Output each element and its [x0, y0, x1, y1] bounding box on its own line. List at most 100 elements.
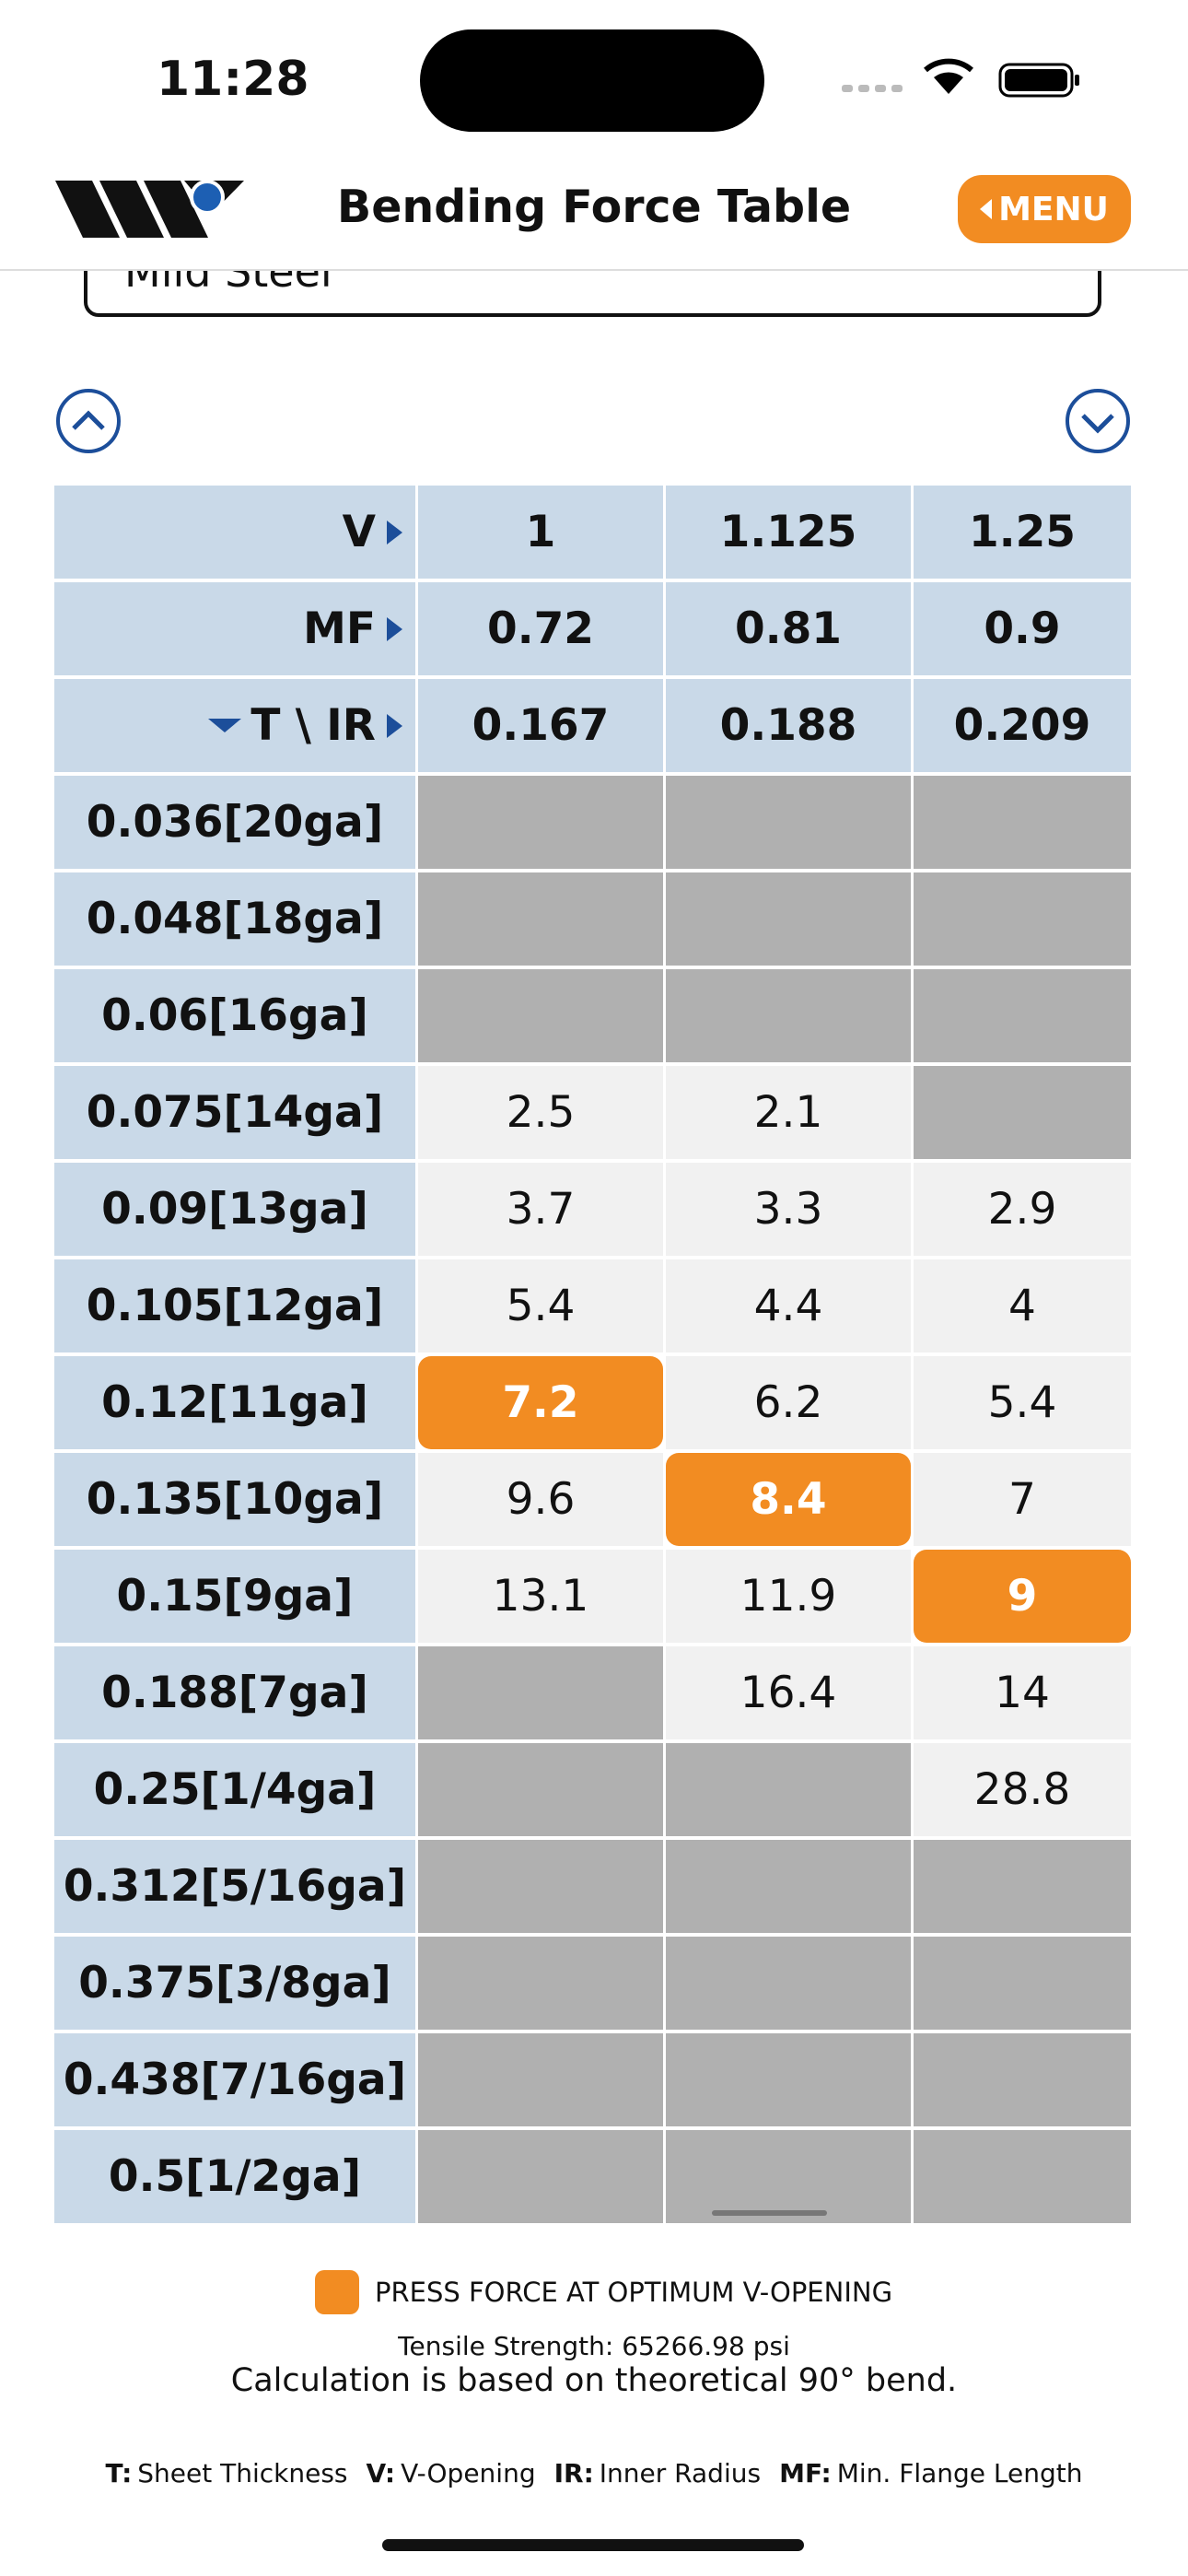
force-cell: 14: [914, 1646, 1131, 1739]
empty-cell: [418, 2033, 663, 2126]
header-row-label: T \ IR: [54, 679, 415, 772]
force-cell: 5.4: [914, 1356, 1131, 1449]
empty-cell: [666, 969, 911, 1062]
empty-cell: [914, 776, 1131, 869]
header-label-text: T \ IR: [250, 700, 376, 751]
empty-cell: [914, 2130, 1131, 2223]
definition-key: T:: [105, 2458, 133, 2488]
empty-cell: [418, 1840, 663, 1933]
header-row-label: V: [54, 486, 415, 579]
empty-cell: [914, 2033, 1131, 2126]
legend-swatch: [315, 2270, 359, 2314]
force-cell: 2.5: [418, 1066, 663, 1159]
header-row-label: MF: [54, 582, 415, 675]
empty-cell: [914, 1937, 1131, 2030]
empty-cell: [418, 872, 663, 966]
scroll-indicator: [712, 2210, 827, 2216]
material-dropdown[interactable]: Mild Steel: [84, 271, 1101, 317]
force-cell: 3.7: [418, 1163, 663, 1256]
force-cell: 28.8: [914, 1743, 1131, 1836]
definition-text: Sheet Thickness: [137, 2458, 348, 2488]
definition-key: IR:: [553, 2458, 594, 2488]
thickness-label: 0.075[14ga]: [54, 1066, 415, 1159]
header-arrow: [387, 616, 402, 641]
menu-button[interactable]: MENU: [958, 175, 1131, 243]
force-cell: 3.3: [666, 1163, 911, 1256]
header-value: 1.125: [666, 486, 911, 579]
thickness-label: 0.25[1/4ga]: [54, 1743, 415, 1836]
header-divider: [0, 269, 1188, 271]
empty-cell: [666, 1840, 911, 1933]
definition: MF: Min. Flange Length: [779, 2458, 1082, 2488]
thickness-label: 0.438[7/16ga]: [54, 2033, 415, 2126]
optimum-force-cell: 9: [914, 1550, 1131, 1643]
definitions: T: Sheet Thickness V: V-Opening IR: Inner Rad…: [0, 2458, 1188, 2488]
empty-cell: [666, 776, 911, 869]
header-label-text: MF: [303, 603, 376, 654]
thickness-label: 0.312[5/16ga]: [54, 1840, 415, 1933]
empty-cell: [666, 2130, 911, 2223]
thickness-label: 0.036[20ga]: [54, 776, 415, 869]
dynamic-island: [420, 29, 764, 132]
thickness-label: 0.105[12ga]: [54, 1259, 415, 1352]
empty-cell: [418, 969, 663, 1062]
thickness-label: 0.375[3/8ga]: [54, 1937, 415, 2030]
empty-cell: [418, 1743, 663, 1836]
thickness-label: 0.09[13ga]: [54, 1163, 415, 1256]
header-value: 0.9: [914, 582, 1131, 675]
empty-cell: [666, 1743, 911, 1836]
optimum-force-cell: 7.2: [418, 1356, 663, 1449]
thickness-label: 0.135[10ga]: [54, 1453, 415, 1546]
definition: IR: Inner Radius: [554, 2458, 761, 2488]
force-cell: 2.9: [914, 1163, 1131, 1256]
empty-cell: [666, 872, 911, 966]
empty-cell: [418, 1646, 663, 1739]
thickness-label: 0.12[11ga]: [54, 1356, 415, 1449]
definition-text: V-Opening: [401, 2458, 536, 2488]
empty-cell: [418, 2130, 663, 2223]
definition-key: MF:: [779, 2458, 832, 2488]
force-cell: 5.4: [418, 1259, 663, 1352]
force-cell: 4.4: [666, 1259, 911, 1352]
header-arrow: [387, 713, 402, 738]
definition: T: Sheet Thickness: [106, 2458, 348, 2488]
empty-cell: [914, 969, 1131, 1062]
empty-cell: [418, 1937, 663, 2030]
force-cell: 4: [914, 1259, 1131, 1352]
material-value: Mild Steel: [124, 271, 332, 297]
dropdown-clip: Mild Steel: [0, 271, 1188, 326]
empty-cell: [418, 776, 663, 869]
menu-label: MENU: [998, 190, 1109, 228]
empty-cell: [914, 1066, 1131, 1159]
thickness-label: 0.5[1/2ga]: [54, 2130, 415, 2223]
header-value: 0.167: [418, 679, 663, 772]
force-cell: 9.6: [418, 1453, 663, 1546]
optimum-force-cell: 8.4: [666, 1453, 911, 1546]
empty-cell: [914, 872, 1131, 966]
home-indicator: [382, 2539, 804, 2551]
force-cell: 13.1: [418, 1550, 663, 1643]
scroll-up-button[interactable]: [55, 388, 122, 454]
header-value: 1.25: [914, 486, 1131, 579]
status-time: 11:28: [157, 52, 309, 107]
empty-cell: [666, 1937, 911, 2030]
definition: V: V-Opening: [367, 2458, 536, 2488]
force-cell: 16.4: [666, 1646, 911, 1739]
force-cell: 6.2: [666, 1356, 911, 1449]
empty-cell: [666, 2033, 911, 2126]
thickness-label: 0.06[16ga]: [54, 969, 415, 1062]
scroll-down-button[interactable]: [1065, 388, 1131, 454]
header-value: 0.72: [418, 582, 663, 675]
page-title: Bending Force Table: [336, 181, 852, 233]
definition-text: Min. Flange Length: [836, 2458, 1083, 2488]
definition-key: V:: [366, 2458, 396, 2488]
header-value: 0.209: [914, 679, 1131, 772]
status-icons: [842, 58, 1079, 98]
header-label-text: V: [342, 507, 376, 557]
menu-arrow: [980, 199, 992, 219]
thickness-label: 0.048[18ga]: [54, 872, 415, 966]
header-value: 0.81: [666, 582, 911, 675]
force-cell: 2.1: [666, 1066, 911, 1159]
